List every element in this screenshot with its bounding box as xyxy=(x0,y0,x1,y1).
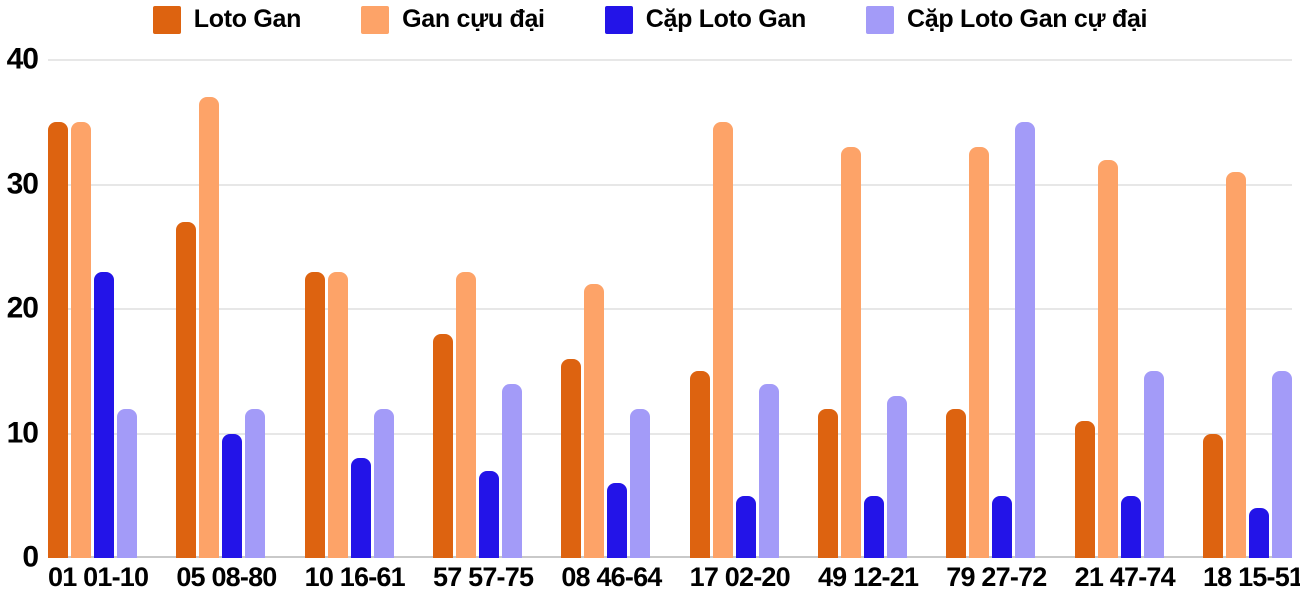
bar[interactable] xyxy=(1097,159,1118,558)
gridline xyxy=(48,308,1292,310)
bar-group xyxy=(48,60,137,558)
bar[interactable] xyxy=(1225,172,1246,558)
bar[interactable] xyxy=(1271,371,1292,558)
bar[interactable] xyxy=(840,147,861,558)
bar[interactable] xyxy=(373,408,394,558)
bar[interactable] xyxy=(969,147,990,558)
bar[interactable] xyxy=(712,122,733,558)
x-axis-label: 21 47-74 xyxy=(1074,562,1176,592)
bar[interactable] xyxy=(304,271,325,558)
legend-label: Gan cựu đại xyxy=(402,5,545,33)
bar-group xyxy=(1202,60,1292,558)
plot-area xyxy=(48,59,1292,558)
bar[interactable] xyxy=(1015,122,1036,558)
bar[interactable] xyxy=(886,396,907,558)
bar[interactable] xyxy=(863,495,884,558)
bar[interactable] xyxy=(735,495,756,558)
bar[interactable] xyxy=(689,371,710,558)
bar[interactable] xyxy=(1143,371,1164,558)
bar[interactable] xyxy=(117,408,137,558)
bar[interactable] xyxy=(1202,433,1223,558)
bar[interactable] xyxy=(758,383,779,558)
y-tick-label: 20 xyxy=(6,291,39,325)
bar[interactable] xyxy=(48,122,68,558)
gridline xyxy=(48,432,1292,435)
legend-item: Loto Gan xyxy=(152,5,302,34)
bar[interactable] xyxy=(199,97,220,558)
bar-group xyxy=(817,60,907,558)
bar[interactable] xyxy=(350,458,371,558)
bar[interactable] xyxy=(561,358,582,558)
bar-group xyxy=(946,60,1036,558)
bar[interactable] xyxy=(71,122,91,558)
bar[interactable] xyxy=(455,271,476,558)
bar[interactable] xyxy=(327,271,348,558)
legend-item: Cặp Loto Gan xyxy=(604,5,807,34)
x-axis-label: 49 12-21 xyxy=(817,562,919,592)
bar[interactable] xyxy=(1120,495,1141,558)
bar[interactable] xyxy=(245,408,266,558)
bar[interactable] xyxy=(94,271,114,558)
bar[interactable] xyxy=(817,408,838,558)
bar[interactable] xyxy=(222,433,243,558)
legend-item: Gan cựu đại xyxy=(361,5,545,34)
bar[interactable] xyxy=(1248,508,1269,558)
bar[interactable] xyxy=(478,470,499,558)
x-axis-label: 79 27-72 xyxy=(946,562,1047,592)
legend-label: Loto Gan xyxy=(193,5,302,33)
bar[interactable] xyxy=(176,221,197,558)
bar[interactable] xyxy=(630,408,651,558)
x-axis-label: 10 16-61 xyxy=(304,562,406,592)
legend-swatch-icon xyxy=(604,5,633,34)
y-tick-label: 40 xyxy=(6,42,39,76)
x-axis-labels: 01 01-10 05 08-80 10 16-61 57 57-75 08 46-64… xyxy=(48,562,1300,593)
bar[interactable] xyxy=(607,483,628,558)
bar[interactable] xyxy=(501,383,522,558)
bar-group xyxy=(176,60,266,558)
chart-legend: Loto Gan Gan cựu đại Cặp Loto Gan Cặp Loto … xyxy=(0,5,1300,34)
bar[interactable] xyxy=(432,333,453,558)
x-axis-label: 17 02-20 xyxy=(689,562,791,592)
legend-swatch-icon xyxy=(152,5,181,34)
bar-group xyxy=(304,60,394,558)
x-axis-label: 57 57-75 xyxy=(432,562,534,592)
legend-swatch-icon xyxy=(361,5,390,34)
legend-item: Cặp Loto Gan cự đại xyxy=(866,5,1148,34)
bar[interactable] xyxy=(992,495,1013,558)
y-tick-label: 0 xyxy=(22,540,39,574)
bar[interactable] xyxy=(1074,421,1095,558)
x-axis-label: 01 01-10 xyxy=(48,562,149,592)
x-axis-label: 05 08-80 xyxy=(176,562,277,592)
bar[interactable] xyxy=(946,408,967,558)
x-axis-label: 18 15-51 xyxy=(1202,562,1300,592)
y-tick-label: 30 xyxy=(6,166,39,200)
bar-group xyxy=(561,60,651,558)
legend-label: Cặp Loto Gan xyxy=(645,5,807,33)
x-axis-label: 08 46-64 xyxy=(561,562,662,592)
gridline xyxy=(48,59,1292,61)
x-axis-line xyxy=(48,556,1292,558)
legend-swatch-icon xyxy=(866,5,894,34)
y-axis: 0 10 20 30 40 xyxy=(0,42,40,573)
bar-groups xyxy=(48,60,1292,558)
y-tick-label: 10 xyxy=(6,415,39,449)
gridline xyxy=(48,183,1292,186)
bar[interactable] xyxy=(584,284,605,558)
bar-group xyxy=(432,60,522,558)
bar-group xyxy=(689,60,779,558)
legend-label: Cặp Loto Gan cự đại xyxy=(907,5,1148,33)
bar-group xyxy=(1074,60,1164,558)
